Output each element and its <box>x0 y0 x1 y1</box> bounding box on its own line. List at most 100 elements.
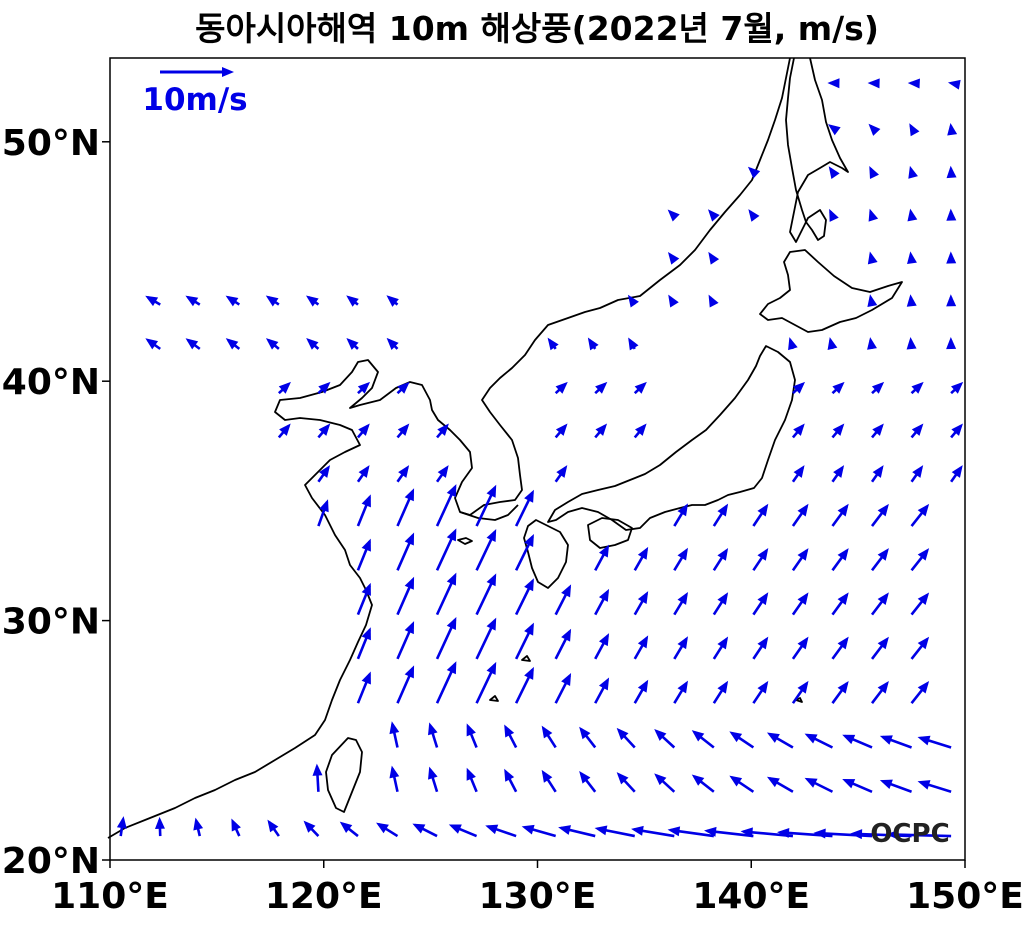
wind-vector <box>804 777 834 793</box>
wind-vector <box>616 727 636 749</box>
wind-vector <box>396 532 415 571</box>
wind-vector <box>842 734 873 749</box>
wind-vector <box>594 544 610 571</box>
wind-vector <box>729 775 755 793</box>
wind-vector <box>154 816 165 837</box>
y-tick-label: 50°N <box>2 123 100 164</box>
wind-vector <box>827 337 838 350</box>
wind-vector <box>870 503 889 527</box>
wind-vector <box>594 825 636 838</box>
wind-vector <box>541 725 557 749</box>
wind-vector <box>946 294 957 307</box>
wind-vector <box>356 494 371 527</box>
wind-vector <box>879 779 913 793</box>
wind-vector <box>514 489 534 527</box>
wind-vector <box>691 730 715 749</box>
wind-vector <box>829 208 839 222</box>
wind-vector <box>145 338 161 350</box>
wind-vector <box>267 819 280 837</box>
wind-vector <box>869 166 880 180</box>
wind-vector <box>356 423 370 439</box>
wind-vector <box>906 337 917 350</box>
wind-vector <box>752 636 769 660</box>
wind-vector <box>514 622 534 660</box>
wind-vector <box>910 636 930 660</box>
wind-vector <box>908 165 918 179</box>
wind-vector <box>504 768 518 793</box>
wind-vector <box>946 251 957 264</box>
wind-vector <box>435 616 457 660</box>
wind-vector <box>579 726 597 749</box>
wind-vector <box>791 636 809 660</box>
wind-vector <box>466 723 478 748</box>
wind-vector <box>631 825 675 838</box>
wind-vector <box>396 423 410 439</box>
x-tick-label: 120°E <box>265 876 383 917</box>
wind-vector <box>752 548 769 572</box>
wind-vector <box>356 538 371 571</box>
axis-ticks: 110°E 120°E 130°E 140°E 150°E 20°N 30°N 40°N 50°… <box>2 123 1024 917</box>
wind-vector <box>356 671 371 704</box>
wind-vector <box>868 208 879 222</box>
wind-vector <box>946 337 957 350</box>
wind-vector <box>946 208 957 221</box>
wind-vector <box>712 503 729 527</box>
wind-vector <box>708 251 720 265</box>
wind-vector <box>521 824 557 838</box>
wind-vector <box>306 295 320 307</box>
wind-vector <box>831 592 849 616</box>
wind-vector <box>791 680 809 704</box>
wind-vector <box>475 529 497 571</box>
wind-vector <box>633 679 649 704</box>
wind-vector <box>752 592 769 616</box>
wind-vector <box>870 548 889 572</box>
wind-vector <box>386 295 399 307</box>
wind-vector <box>870 465 884 483</box>
wind-vector <box>594 633 610 660</box>
wind-vector <box>579 771 597 793</box>
wind-vector <box>673 503 688 527</box>
wind-vector <box>193 817 204 837</box>
wind-vector <box>185 295 201 307</box>
wind-vector <box>766 776 794 793</box>
wind-vector <box>828 124 841 136</box>
wind-vector <box>828 166 840 179</box>
wind-vector <box>871 381 885 395</box>
wind-vector <box>870 636 889 660</box>
wind-vector <box>514 578 534 616</box>
wind-vector <box>396 576 415 616</box>
wind-vector <box>376 822 399 838</box>
wind-vector <box>792 381 806 395</box>
wind-vector <box>886 829 952 840</box>
wind-vector <box>225 295 241 307</box>
wind-vector <box>633 591 649 616</box>
wind-vector <box>748 209 760 222</box>
wind-vector <box>867 251 878 265</box>
wind-vector <box>627 294 639 308</box>
wind-vector <box>813 828 873 839</box>
wind-vector <box>428 766 439 793</box>
wind-vector <box>485 824 517 838</box>
wind-vector <box>504 724 518 749</box>
wind-vector <box>804 733 834 749</box>
wind-vector <box>277 381 291 395</box>
wind-vector <box>831 548 849 572</box>
wind-vector <box>654 729 676 749</box>
wind-vector <box>306 338 320 350</box>
wind-vector <box>747 166 761 179</box>
y-tick-label: 20°N <box>2 841 100 882</box>
wind-vector <box>867 294 878 308</box>
wind-vector <box>317 499 329 527</box>
wind-vector <box>910 465 924 483</box>
wind-vector <box>831 503 849 527</box>
wind-vector <box>475 484 497 527</box>
wind-vector <box>225 338 241 350</box>
wind-vector <box>346 295 359 307</box>
wind-vector <box>428 722 439 748</box>
wind-vector <box>554 423 568 439</box>
wind-vector <box>396 381 410 395</box>
wind-vector <box>791 503 809 527</box>
wind-vector <box>356 465 370 483</box>
wind-vector <box>691 774 715 793</box>
